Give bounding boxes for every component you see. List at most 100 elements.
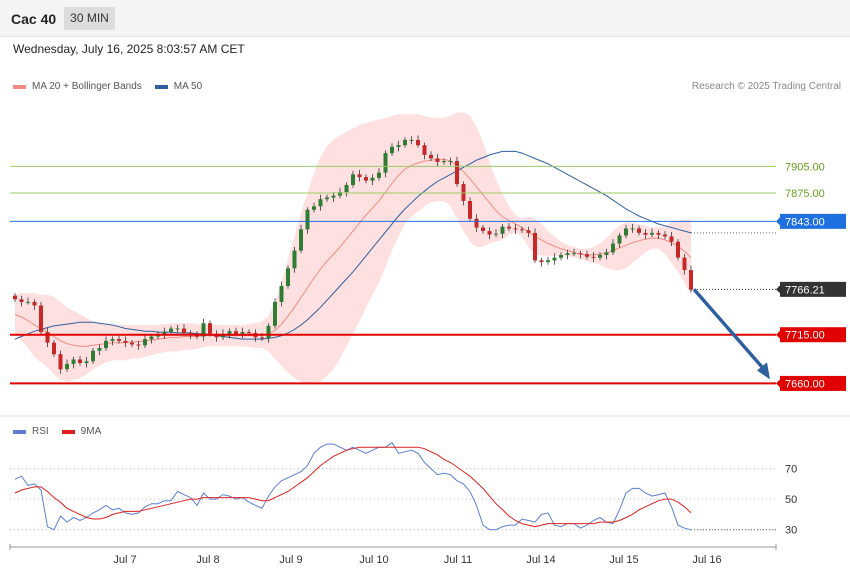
candle-body — [364, 177, 368, 181]
candle-body — [19, 299, 24, 302]
candle-body — [305, 209, 310, 230]
x-tick-label: Jul 9 — [279, 554, 302, 566]
candle-body — [377, 172, 381, 178]
support-label: 7715.00 — [785, 330, 825, 342]
candle-body — [65, 363, 69, 370]
candle-body — [689, 270, 693, 290]
x-tick-label: Jul 11 — [444, 554, 473, 566]
x-tick-label: Jul 7 — [113, 554, 136, 566]
ma20-legend-label: MA 20 + Bollinger Bands — [32, 81, 142, 92]
target-label: 7905.00 — [785, 161, 825, 173]
candle-body — [650, 232, 654, 235]
candle-body — [247, 332, 251, 334]
candle-body — [130, 342, 134, 345]
candle-body — [656, 232, 661, 235]
candle-body — [234, 331, 238, 334]
last-price-label-pointer — [776, 284, 781, 295]
rsi-tick-label: 30 — [785, 525, 797, 537]
candle-body — [578, 253, 583, 255]
rsi-legend-label: RSI — [32, 426, 49, 437]
candle-body — [403, 139, 407, 146]
rsi-legend: RSI 9MA — [13, 426, 101, 437]
candle-body — [351, 174, 355, 185]
candle-body — [208, 323, 212, 334]
candle-body — [611, 243, 615, 253]
candle-body — [344, 185, 349, 193]
x-tick-label: Jul 14 — [526, 554, 555, 566]
instrument-title: Cac 40 — [11, 11, 57, 27]
rsi-tick-label: 70 — [785, 464, 797, 476]
candle-body — [604, 252, 609, 255]
ma9-legend-label: 9MA — [80, 426, 102, 437]
candle-body — [474, 218, 479, 228]
candle-body — [624, 228, 628, 236]
candle-body — [481, 227, 485, 231]
ma20-legend-swatch — [13, 84, 26, 89]
candle-body — [32, 301, 37, 306]
candle-body — [162, 332, 167, 335]
candle-body — [26, 301, 30, 303]
candle-body — [45, 332, 50, 343]
forecast-arrow-shaft — [692, 288, 767, 372]
candle-body — [299, 229, 303, 251]
candle-body — [513, 228, 518, 230]
candle-body — [201, 323, 206, 337]
candle-body — [325, 197, 329, 200]
candle-body — [312, 206, 316, 210]
candle-body — [78, 359, 82, 363]
candle-body — [260, 337, 264, 339]
candle-body — [637, 228, 641, 233]
x-tick-label: Jul 15 — [609, 554, 638, 566]
candle-body — [585, 254, 589, 257]
candle-body — [429, 154, 433, 159]
candle-body — [396, 145, 401, 147]
candle-body — [565, 253, 570, 255]
x-tick-label: Jul 16 — [692, 554, 721, 566]
target-label: 7875.00 — [785, 188, 825, 200]
candle-body — [227, 331, 232, 334]
timeframe-button[interactable]: 30 MIN — [64, 7, 115, 30]
candle-body — [435, 158, 440, 162]
rsi-legend-swatch — [13, 429, 26, 434]
candle-body — [58, 354, 63, 370]
candle-body — [97, 348, 102, 351]
candle-body — [676, 241, 680, 258]
candle-body — [546, 260, 550, 263]
ma50-legend-label: MA 50 — [173, 81, 203, 92]
candle-body — [13, 295, 17, 300]
candle-body — [416, 139, 420, 146]
x-tick-label: Jul 8 — [196, 554, 219, 566]
candle-body — [279, 286, 284, 302]
candle-body — [533, 232, 537, 261]
support-label-pointer — [776, 329, 781, 340]
candle-body — [442, 161, 446, 163]
price-legend: MA 20 + Bollinger Bands MA 50 — [13, 81, 202, 92]
candle-body — [500, 226, 505, 234]
candle-body — [136, 344, 141, 346]
support-label-box — [780, 375, 846, 391]
candle-body — [123, 340, 128, 343]
candle-body — [682, 257, 687, 271]
candle-body — [169, 328, 173, 332]
ma50-legend-swatch — [154, 84, 168, 89]
candle-body — [494, 233, 498, 235]
ma50-line — [14, 150, 692, 340]
candle-body — [598, 255, 602, 258]
forecast-arrow-head — [757, 362, 770, 380]
candle-body — [520, 229, 524, 231]
pivot-label: 7843.00 — [785, 216, 825, 228]
candle-body — [455, 161, 459, 185]
support-label-pointer — [776, 378, 781, 389]
candle-body — [84, 361, 89, 364]
last-price-label-box — [780, 281, 846, 297]
candle-body — [630, 228, 635, 230]
ma9-legend-swatch — [61, 429, 75, 434]
candle-body — [357, 174, 362, 178]
candle-body — [182, 328, 186, 333]
candle-body — [117, 339, 121, 341]
candle-body — [91, 350, 95, 362]
pivot-label-pointer — [776, 216, 781, 227]
top-bar: Cac 40 30 MIN — [0, 0, 850, 37]
pivot-label-box — [780, 213, 846, 229]
